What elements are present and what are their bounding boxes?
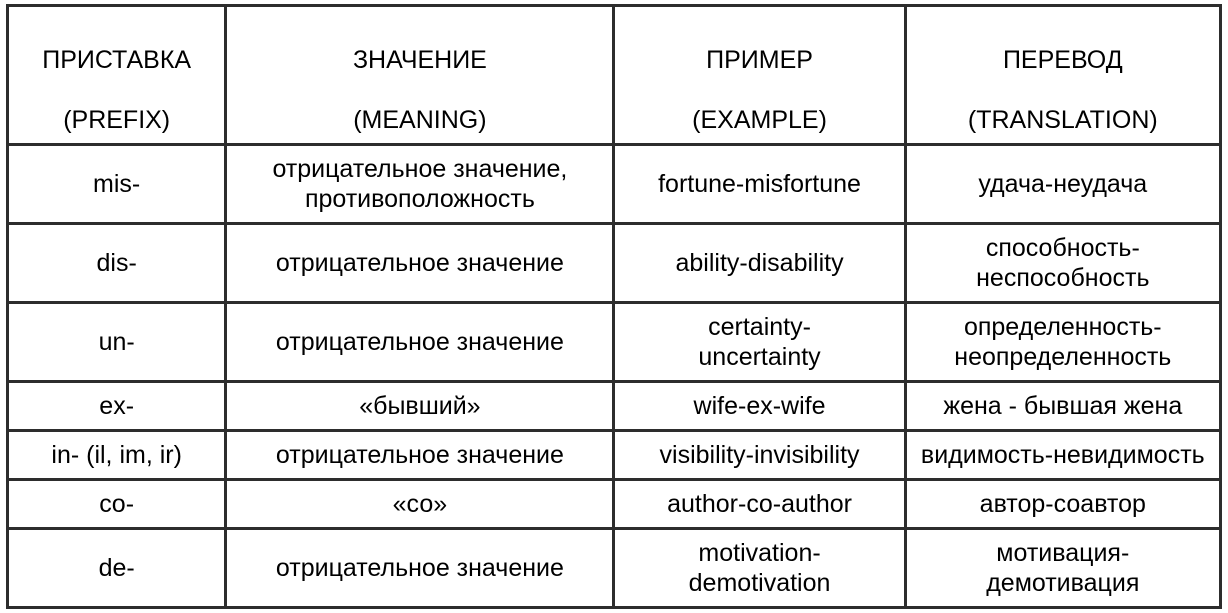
col-header-line2: (TRANSLATION) [968, 106, 1158, 134]
col-header-line1: ЗНАЧЕНИЕ [353, 46, 487, 74]
cell-meaning: отрицательное значение [226, 529, 614, 608]
cell-meaning: отрицательное значение [226, 224, 614, 303]
col-header-line1: ПЕРЕВОД [1003, 46, 1123, 74]
cell-example: wife-ex-wife [614, 382, 905, 431]
cell-prefix: mis- [8, 145, 226, 224]
cell-example: fortune-misfortune [614, 145, 905, 224]
cell-translation: жена - бывшая жена [905, 382, 1220, 431]
table-row: in- (il, im, ir) отрицательное значение … [8, 431, 1221, 480]
cell-prefix: ex- [8, 382, 226, 431]
col-header-line1: ПРИСТАВКА [42, 46, 191, 74]
cell-prefix: co- [8, 480, 226, 529]
col-header-prefix: ПРИСТАВКА (PREFIX) [8, 6, 226, 145]
cell-translation: удача-неудача [905, 145, 1220, 224]
cell-translation: определенность- неопределенность [905, 303, 1220, 382]
cell-translation: видимость-невидимость [905, 431, 1220, 480]
cell-prefix: un- [8, 303, 226, 382]
col-header-translation: ПЕРЕВОД (TRANSLATION) [905, 6, 1220, 145]
col-header-line1: ПРИМЕР [706, 46, 813, 74]
table-row: ex- «бывший» wife-ex-wife жена - бывшая … [8, 382, 1221, 431]
cell-example: visibility-invisibility [614, 431, 905, 480]
table-row: un- отрицательное значение certainty- un… [8, 303, 1221, 382]
cell-prefix: dis- [8, 224, 226, 303]
cell-meaning: отрицательное значение [226, 303, 614, 382]
col-header-meaning: ЗНАЧЕНИЕ (MEANING) [226, 6, 614, 145]
cell-translation: автор-соавтор [905, 480, 1220, 529]
cell-example: motivation- demotivation [614, 529, 905, 608]
cell-example: author-co-author [614, 480, 905, 529]
cell-prefix: de- [8, 529, 226, 608]
cell-prefix: in- (il, im, ir) [8, 431, 226, 480]
table-header-row: ПРИСТАВКА (PREFIX) ЗНАЧЕНИЕ (MEANING) ПР… [8, 6, 1221, 145]
cell-meaning: «со» [226, 480, 614, 529]
col-header-example: ПРИМЕР (EXAMPLE) [614, 6, 905, 145]
cell-meaning: отрицательное значение [226, 431, 614, 480]
table-row: co- «со» author-co-author автор-соавтор [8, 480, 1221, 529]
col-header-line2: (EXAMPLE) [692, 106, 827, 134]
table-row: dis- отрицательное значение ability-disa… [8, 224, 1221, 303]
cell-meaning: отрицательное значение, противоположност… [226, 145, 614, 224]
cell-example: ability-disability [614, 224, 905, 303]
cell-example: certainty- uncertainty [614, 303, 905, 382]
cell-meaning: «бывший» [226, 382, 614, 431]
col-header-line2: (PREFIX) [63, 106, 170, 134]
col-header-line2: (MEANING) [353, 106, 486, 134]
cell-translation: мотивация- демотивация [905, 529, 1220, 608]
table-row: de- отрицательное значение motivation- d… [8, 529, 1221, 608]
prefix-table: ПРИСТАВКА (PREFIX) ЗНАЧЕНИЕ (MEANING) ПР… [6, 4, 1222, 609]
table-row: mis- отрицательное значение, противополо… [8, 145, 1221, 224]
cell-translation: способность- неспособность [905, 224, 1220, 303]
